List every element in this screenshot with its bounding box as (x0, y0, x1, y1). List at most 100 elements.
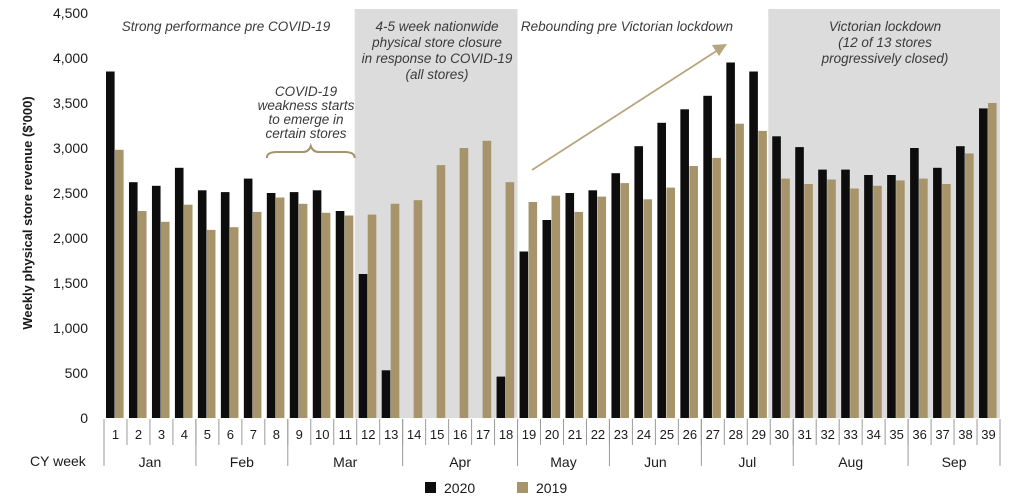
week-label: 33 (843, 427, 857, 442)
weakness-bracket (265, 142, 356, 159)
annotation-closure-line-1: 4-5 week nationwide (375, 19, 498, 34)
week-label: 10 (315, 427, 329, 442)
bar-2019-week-4 (183, 204, 193, 418)
bar-2020-week-30 (772, 136, 781, 419)
bars (106, 62, 997, 419)
bar-2019-week-24 (643, 199, 653, 418)
bar-2019-week-13 (390, 203, 400, 418)
week-label: 27 (706, 427, 720, 442)
bar-2019-week-12 (367, 214, 377, 418)
y-tick-label: 4,000 (53, 50, 88, 66)
annotation-weakness-line-2: weakness starts (258, 98, 355, 113)
y-tick-label: 0 (80, 410, 88, 426)
bar-2019-week-21 (574, 211, 584, 418)
week-label: 35 (889, 427, 903, 442)
week-label: 24 (637, 427, 651, 442)
legend: 2020 2019 (425, 480, 567, 496)
annotation-rebounding: Rebounding pre Victorian lockdown (521, 19, 733, 34)
week-label: 25 (660, 427, 674, 442)
bar-2020-week-11 (335, 211, 345, 418)
bar-2019-week-28 (735, 123, 744, 418)
bar-2019-week-7 (252, 211, 262, 418)
bar-2019-week-9 (298, 203, 308, 418)
week-label: 28 (729, 427, 743, 442)
bar-2020-week-22 (588, 190, 598, 418)
week-label: 37 (935, 427, 949, 442)
annotation-weakness-line-4: certain stores (265, 126, 346, 141)
annotation-weakness-line-3: to emerge in (268, 112, 343, 127)
bar-2020-week-7 (243, 178, 253, 418)
month-label: Jul (738, 454, 756, 470)
week-label: 6 (227, 427, 234, 442)
bar-2019-week-29 (758, 130, 767, 418)
month-label: Mar (333, 454, 357, 470)
annotation-vic-line-2: (12 of 13 stores (838, 35, 932, 50)
bar-2020-week-21 (565, 193, 575, 418)
week-label: 17 (476, 427, 490, 442)
annotation-weakness-line-1: COVID-19 (275, 84, 338, 99)
y-tick-label: 500 (65, 365, 89, 381)
bar-2020-week-26 (680, 109, 689, 419)
bar-2020-week-25 (657, 122, 666, 419)
annotations: Strong performance pre COVID-19 COVID-19… (122, 19, 949, 171)
annotation-closure-line-3: in response to COVID-19 (362, 51, 513, 66)
bar-2019-week-1 (115, 149, 124, 419)
bar-2019-week-36 (919, 178, 928, 418)
bar-2020-week-8 (266, 193, 276, 418)
bar-2020-week-24 (634, 146, 644, 418)
annotation-vic-line-1: Victorian lockdown (829, 19, 941, 34)
bar-2020-week-4 (174, 167, 184, 418)
week-label: 19 (522, 427, 536, 442)
bar-2019-week-5 (206, 229, 216, 418)
week-label: 31 (797, 427, 811, 442)
legend-label-2020: 2020 (444, 480, 475, 496)
bar-2019-week-20 (551, 195, 561, 418)
bar-2020-week-13 (381, 370, 391, 418)
y-axis-title: Weekly physical store revenue ($'000) (20, 96, 35, 329)
annotation-closure-line-2: physical store closure (371, 35, 502, 50)
bar-2020-week-28 (726, 62, 735, 418)
legend-swatch-2020 (425, 482, 436, 493)
bar-2019-week-35 (896, 180, 905, 418)
bar-2019-week-38 (965, 153, 974, 418)
month-label: Jun (644, 454, 667, 470)
bar-2020-week-12 (358, 274, 368, 418)
bar-2019-week-14 (413, 200, 423, 418)
bar-2020-week-10 (312, 190, 322, 418)
week-label: 32 (820, 427, 834, 442)
week-label: 20 (545, 427, 559, 442)
bar-2020-week-5 (197, 190, 207, 418)
week-label: 22 (591, 427, 605, 442)
week-label: 39 (981, 427, 995, 442)
bar-2020-week-35 (887, 175, 896, 418)
week-label: 1 (112, 427, 119, 442)
bar-2019-week-18 (505, 182, 515, 418)
bar-2020-week-23 (611, 173, 621, 418)
bar-2020-week-9 (289, 192, 299, 418)
bar-2019-week-26 (689, 166, 698, 418)
x-axis: 1 2 3 4 5 6 7 8 9 10 11 12 13 14 15 16 17 18 19 20 21 22 23 24 2… (103, 419, 1001, 470)
bar-2019-week-23 (620, 183, 630, 418)
week-label: 9 (296, 427, 303, 442)
bar-2020-week-36 (910, 148, 919, 418)
week-label: 26 (683, 427, 697, 442)
month-label: Sep (942, 454, 967, 470)
week-label: 38 (958, 427, 972, 442)
bar-2019-week-17 (482, 140, 492, 419)
week-label: 7 (250, 427, 257, 442)
bar-2020-week-39 (979, 108, 988, 419)
month-label: Aug (838, 454, 863, 470)
bar-2019-week-3 (160, 221, 170, 418)
legend-swatch-2019 (517, 482, 528, 493)
bar-2019-week-10 (321, 212, 331, 418)
week-label: 18 (499, 427, 513, 442)
x-axis-title: CY week (30, 453, 87, 469)
bar-2019-week-33 (850, 188, 859, 418)
bar-2020-week-6 (220, 192, 230, 418)
week-label: 23 (614, 427, 628, 442)
annotation-victorian-lockdown: Victorian lockdown (12 of 13 stores prog… (821, 19, 949, 66)
bar-2019-week-19 (528, 202, 538, 418)
bar-2020-week-3 (151, 185, 161, 418)
legend-label-2019: 2019 (536, 480, 567, 496)
rebound-arrow (531, 44, 727, 171)
